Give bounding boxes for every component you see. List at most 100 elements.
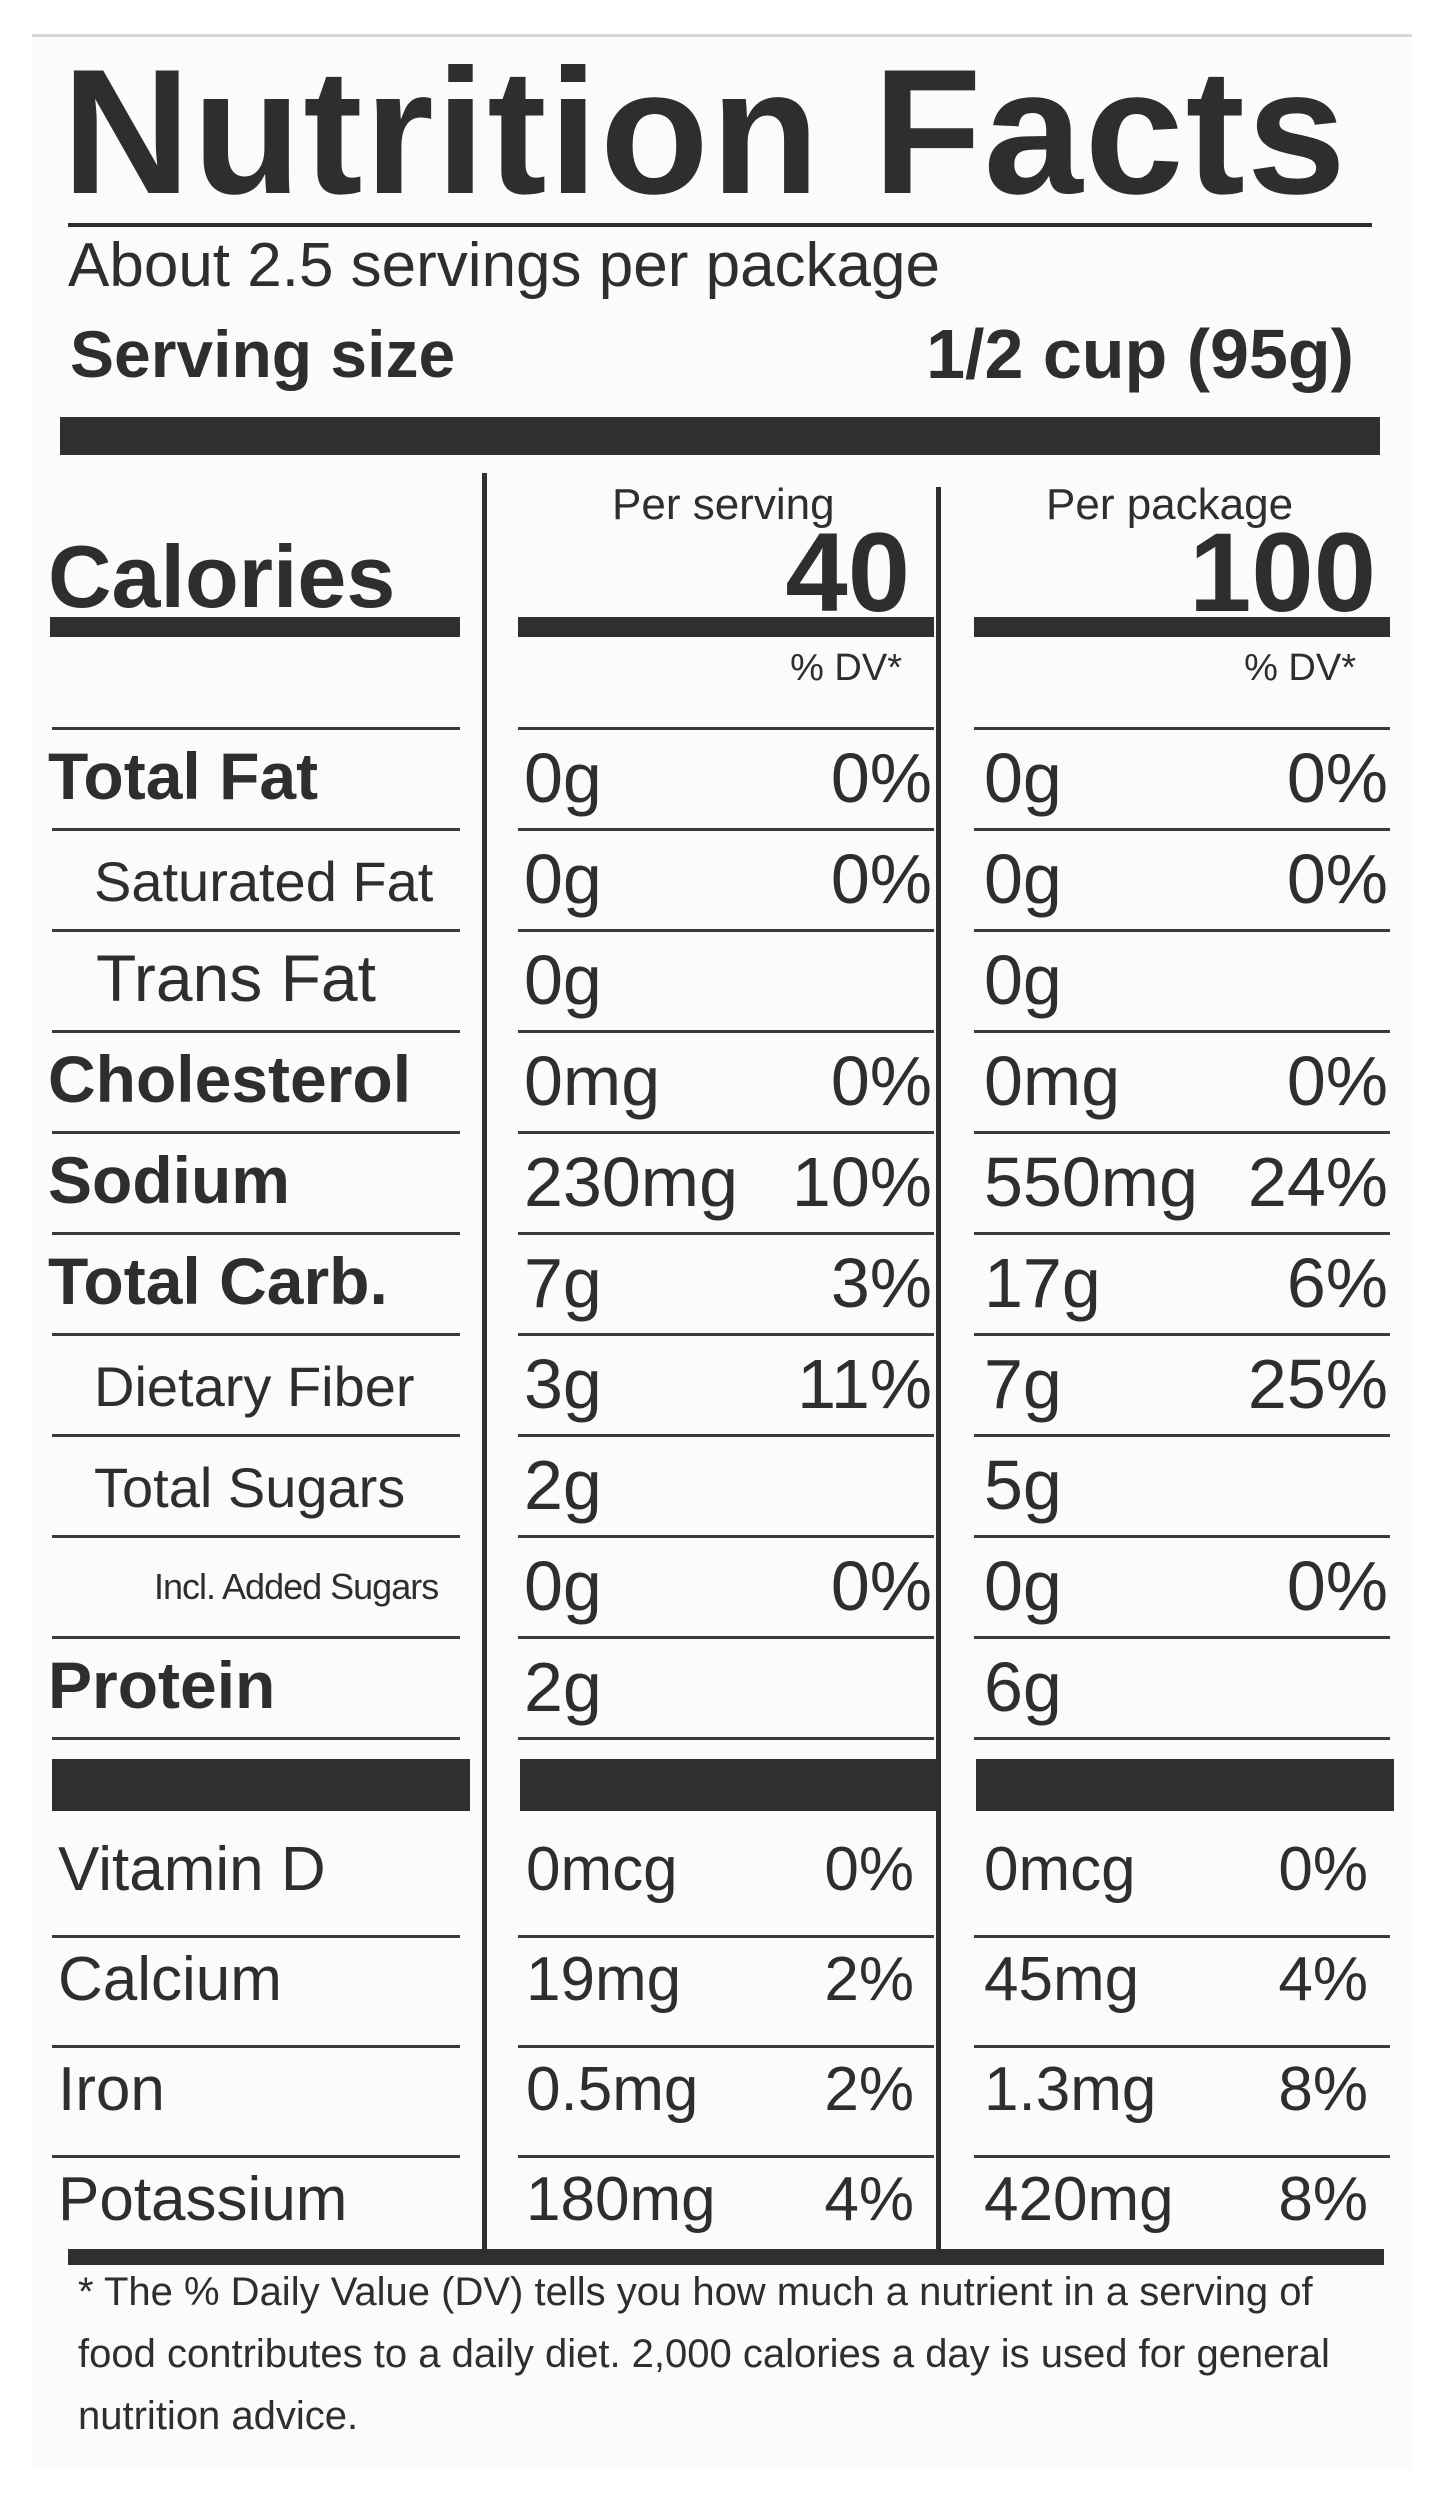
nutrient-package-amount: 5g <box>984 1446 1062 1524</box>
nutrient-serving-dv: 0% <box>830 739 932 817</box>
vitamin-package-amount: 45mg <box>984 1945 1140 2014</box>
vitamin-separator-bar <box>52 1759 470 1811</box>
vitamin-package-dv: 8% <box>1278 2165 1368 2234</box>
nutrient-rule-serving <box>518 1737 934 1740</box>
per-serving-header: Per serving <box>612 480 835 529</box>
vitamin-package-amount: 420mg <box>984 2165 1174 2234</box>
nutrient-rule-serving <box>518 1434 934 1437</box>
nutrient-rule-name <box>52 1131 460 1134</box>
nutrient-serving-amount: 0mg <box>524 1042 661 1120</box>
nutrient-serving-dv: 0% <box>830 840 932 918</box>
serving-size-label: Serving size <box>70 317 456 391</box>
vitamin-name: Iron <box>58 2055 165 2124</box>
nutrient-name: Total Carb. <box>48 1244 388 1318</box>
nutrient-rule-name <box>52 828 460 831</box>
nutrient-package-dv: 0% <box>1286 1547 1388 1625</box>
nutrient-rule-package <box>974 1131 1390 1134</box>
vitamin-package-amount: 0mcg <box>984 1835 1136 1904</box>
nutrient-package-dv: 0% <box>1286 840 1388 918</box>
nutrient-rule-serving <box>518 1333 934 1336</box>
vitamin-rule <box>974 2155 1390 2158</box>
nutrient-package-dv: 0% <box>1286 739 1388 817</box>
nutrient-rule-name <box>52 1333 460 1336</box>
vitamin-package-dv: 8% <box>1278 2055 1368 2124</box>
nutrient-package-dv: 24% <box>1247 1143 1388 1221</box>
calories-per-serving: 40 <box>785 510 910 635</box>
vitamin-name: Potassium <box>58 2165 348 2234</box>
vitamin-rule <box>518 2155 934 2158</box>
vitamin-serving-amount: 0mcg <box>526 1835 678 1904</box>
label-title: Nutrition Facts <box>62 32 1348 231</box>
nutrient-rule-package <box>974 1232 1390 1235</box>
calories-rule-mid <box>518 617 934 637</box>
nutrient-rule-serving <box>518 1232 934 1235</box>
nutrient-rule-package <box>974 1030 1390 1033</box>
nutrient-package-amount: 0g <box>984 840 1062 918</box>
vitamin-rule <box>52 1935 460 1938</box>
nutrient-rule-name <box>52 1434 460 1437</box>
servings-per-package: About 2.5 servings per package <box>68 231 940 300</box>
vitamin-separator-bar <box>520 1759 938 1811</box>
nutrient-serving-dv: 10% <box>791 1143 932 1221</box>
vitamin-rule <box>974 2045 1390 2048</box>
nutrient-name: Total Fat <box>48 739 319 813</box>
nutrient-serving-amount: 0g <box>524 941 602 1019</box>
nutrient-serving-amount: 0g <box>524 840 602 918</box>
vitamin-separator-bar <box>976 1759 1394 1811</box>
nutrient-rule-name <box>52 1030 460 1033</box>
calories-label: Calories <box>48 527 396 626</box>
nutrient-rule-serving <box>518 1030 934 1033</box>
nutrient-rule-name <box>52 1535 460 1538</box>
nutrient-serving-amount: 0g <box>524 739 602 817</box>
nutrient-serving-dv: 0% <box>830 1042 932 1120</box>
nutrient-package-dv: 6% <box>1286 1244 1388 1322</box>
nutrient-serving-dv: 11% <box>797 1345 932 1423</box>
vitamin-name: Vitamin D <box>58 1835 326 1904</box>
vitamin-package-amount: 1.3mg <box>984 2055 1157 2124</box>
nutrient-rule-name <box>52 727 460 730</box>
nutrient-serving-amount: 7g <box>524 1244 602 1322</box>
serving-thick-rule <box>60 417 1380 455</box>
vitamin-serving-dv: 4% <box>824 2165 914 2234</box>
vitamin-serving-amount: 19mg <box>526 1945 682 2014</box>
nutrient-serving-amount: 0g <box>524 1547 602 1625</box>
nutrient-rule-package <box>974 828 1390 831</box>
nutrient-rule-serving <box>518 828 934 831</box>
nutrient-package-amount: 0g <box>984 1547 1062 1625</box>
vitamin-rule <box>518 1935 934 1938</box>
nutrient-rule-package <box>974 1333 1390 1336</box>
nutrient-rule-package <box>974 727 1390 730</box>
vitamin-serving-amount: 180mg <box>526 2165 716 2234</box>
vitamin-serving-dv: 2% <box>824 2055 914 2124</box>
calories-rule-left <box>50 617 460 637</box>
daily-value-footnote: * The % Daily Value (DV) tells you how m… <box>78 2270 1330 2438</box>
nutrient-package-amount: 0g <box>984 941 1062 1019</box>
nutrient-rule-serving <box>518 1636 934 1639</box>
per-package-header: Per package <box>1046 480 1294 529</box>
nutrient-rule-serving <box>518 1131 934 1134</box>
footnote-rule <box>68 2249 1384 2265</box>
calories-rule-right <box>974 617 1390 637</box>
nutrient-name: Sodium <box>48 1143 290 1217</box>
nutrient-rule-serving <box>518 1535 934 1538</box>
dv-header-serving: % DV* <box>790 647 902 689</box>
vitamin-serving-amount: 0.5mg <box>526 2055 699 2124</box>
nutrient-serving-amount: 230mg <box>524 1143 739 1221</box>
nutrient-package-amount: 6g <box>984 1648 1062 1726</box>
nutrient-rule-serving <box>518 929 934 932</box>
nutrient-rule-name <box>52 1636 460 1639</box>
serving-size-value: 1/2 cup (95g) <box>926 315 1354 393</box>
nutrient-package-amount: 17g <box>984 1244 1101 1322</box>
nutrient-rule-package <box>974 1636 1390 1639</box>
nutrient-rule-package <box>974 1535 1390 1538</box>
nutrient-package-dv: 0% <box>1286 1042 1388 1120</box>
column-divider-right <box>936 487 941 2259</box>
nutrient-serving-dv: 3% <box>830 1244 932 1322</box>
vitamin-rule <box>52 2045 460 2048</box>
nutrient-rule-name <box>52 929 460 932</box>
nutrient-rule-package <box>974 1434 1390 1437</box>
column-divider-left <box>482 473 487 2259</box>
nutrient-rule-serving <box>518 727 934 730</box>
nutrient-name: Total Sugars <box>94 1456 406 1519</box>
